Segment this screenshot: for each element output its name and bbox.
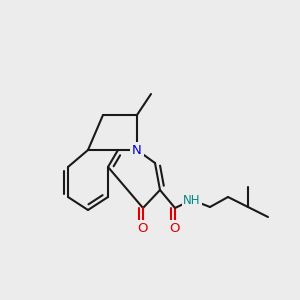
Text: N: N (132, 143, 142, 157)
Text: O: O (138, 221, 148, 235)
Text: NH: NH (183, 194, 201, 206)
Text: O: O (170, 221, 180, 235)
